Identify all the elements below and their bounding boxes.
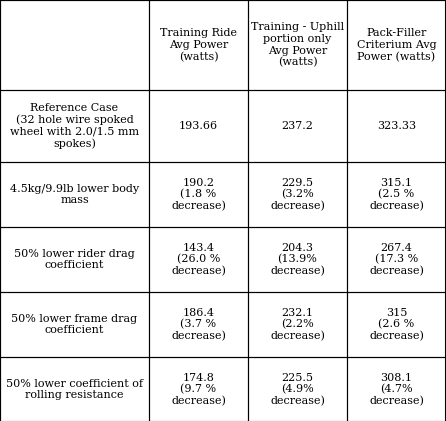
Text: 50% lower coefficient of
rolling resistance: 50% lower coefficient of rolling resista…	[6, 379, 143, 400]
Text: 186.4
(3.7 %
decrease): 186.4 (3.7 % decrease)	[171, 307, 226, 341]
Text: 315
(2.6 %
decrease): 315 (2.6 % decrease)	[369, 307, 424, 341]
Text: 143.4
(26.0 %
decrease): 143.4 (26.0 % decrease)	[171, 242, 226, 277]
Bar	[0, 0, 149, 90]
Bar	[248, 162, 347, 227]
Text: 232.1
(2.2%
decrease): 232.1 (2.2% decrease)	[270, 307, 325, 341]
Bar	[248, 357, 347, 421]
Text: 315.1
(2.5 %
decrease): 315.1 (2.5 % decrease)	[369, 178, 424, 211]
Bar	[149, 162, 248, 227]
Text: 50% lower frame drag
coefficient: 50% lower frame drag coefficient	[12, 314, 137, 335]
Bar	[0, 357, 149, 421]
Bar	[347, 162, 446, 227]
Text: 323.33: 323.33	[377, 121, 416, 131]
Bar	[0, 162, 149, 227]
Bar	[149, 227, 248, 292]
Bar	[149, 90, 248, 162]
Text: Training Ride
Avg Power
(watts): Training Ride Avg Power (watts)	[160, 28, 237, 62]
Bar	[248, 227, 347, 292]
Bar	[0, 90, 149, 162]
Bar	[347, 357, 446, 421]
Text: 190.2
(1.8 %
decrease): 190.2 (1.8 % decrease)	[171, 178, 226, 211]
Text: 225.5
(4.9%
decrease): 225.5 (4.9% decrease)	[270, 373, 325, 406]
Bar	[347, 227, 446, 292]
Text: 204.3
(13.9%
decrease): 204.3 (13.9% decrease)	[270, 242, 325, 277]
Bar	[248, 292, 347, 357]
Text: 4.5kg/9.9lb lower body
mass: 4.5kg/9.9lb lower body mass	[10, 184, 139, 205]
Text: Reference Case
(32 hole wire spoked
wheel with 2.0/1.5 mm
spokes): Reference Case (32 hole wire spoked whee…	[10, 103, 139, 149]
Text: 229.5
(3.2%
decrease): 229.5 (3.2% decrease)	[270, 178, 325, 211]
Bar	[248, 0, 347, 90]
Text: 50% lower rider drag
coefficient: 50% lower rider drag coefficient	[14, 249, 135, 270]
Text: Training - Uphill
portion only
Avg Power
(watts): Training - Uphill portion only Avg Power…	[251, 22, 344, 68]
Bar	[347, 292, 446, 357]
Bar	[347, 90, 446, 162]
Bar	[0, 292, 149, 357]
Bar	[149, 0, 248, 90]
Bar	[248, 90, 347, 162]
Bar	[149, 357, 248, 421]
Bar	[149, 292, 248, 357]
Text: 267.4
(17.3 %
decrease): 267.4 (17.3 % decrease)	[369, 242, 424, 277]
Text: 174.8
(9.7 %
decrease): 174.8 (9.7 % decrease)	[171, 373, 226, 406]
Text: 308.1
(4.7%
decrease): 308.1 (4.7% decrease)	[369, 373, 424, 406]
Text: 237.2: 237.2	[281, 121, 314, 131]
Text: 193.66: 193.66	[179, 121, 218, 131]
Text: Pack-Filler
Criterium Avg
Power (watts): Pack-Filler Criterium Avg Power (watts)	[357, 28, 436, 62]
Bar	[347, 0, 446, 90]
Bar	[0, 227, 149, 292]
